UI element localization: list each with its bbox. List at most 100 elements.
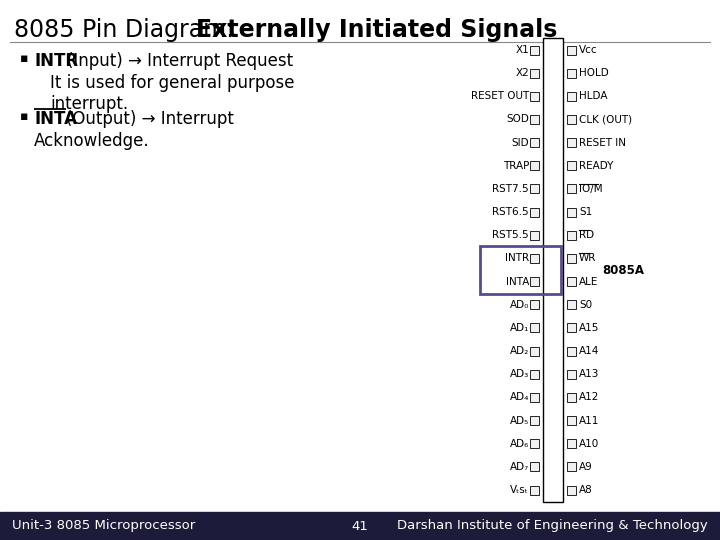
Text: Darshan Institute of Engineering & Technology: Darshan Institute of Engineering & Techn… [397, 519, 708, 532]
Bar [530, 439, 539, 448]
Bar [530, 300, 539, 309]
Text: A10: A10 [579, 438, 599, 449]
Text: RST5.5: RST5.5 [492, 230, 529, 240]
Text: ▪: ▪ [20, 52, 29, 65]
Text: interrupt.: interrupt. [50, 95, 128, 113]
Text: SOD: SOD [506, 114, 529, 125]
Bar [530, 231, 539, 240]
Text: HLDA: HLDA [579, 91, 608, 102]
Text: 32: 32 [551, 230, 564, 240]
Text: 18: 18 [542, 438, 555, 449]
Bar [567, 439, 576, 448]
Text: 27: 27 [551, 346, 564, 356]
Text: X1: X1 [516, 45, 529, 55]
Text: AD₆: AD₆ [510, 438, 529, 449]
Text: S0: S0 [579, 300, 592, 310]
Bar [567, 323, 576, 333]
Text: 5: 5 [542, 138, 549, 147]
Text: AD₇: AD₇ [510, 462, 529, 472]
Text: 30: 30 [551, 276, 564, 287]
Text: A15: A15 [579, 323, 599, 333]
Text: 8: 8 [542, 207, 549, 217]
Text: 15: 15 [542, 369, 555, 379]
Bar [530, 69, 539, 78]
Text: 28: 28 [551, 323, 564, 333]
Text: 7: 7 [542, 184, 549, 194]
Text: 21: 21 [551, 485, 564, 495]
Bar [567, 185, 576, 193]
Text: A13: A13 [579, 369, 599, 379]
Text: CLK (OUT): CLK (OUT) [579, 114, 632, 125]
Bar [530, 347, 539, 355]
Bar [530, 462, 539, 471]
Bar [530, 92, 539, 101]
Text: INTA: INTA [505, 276, 529, 287]
Text: 9: 9 [542, 230, 549, 240]
Text: 25: 25 [551, 393, 564, 402]
Bar [567, 69, 576, 78]
Text: Vₜsₜ: Vₜsₜ [510, 485, 529, 495]
Bar [530, 393, 539, 402]
Text: 12: 12 [542, 300, 555, 310]
Text: A8: A8 [579, 485, 593, 495]
Text: 35: 35 [551, 161, 564, 171]
Text: Unit-3 8085 Microprocessor: Unit-3 8085 Microprocessor [12, 519, 195, 532]
Bar [567, 138, 576, 147]
Text: 17: 17 [542, 415, 555, 426]
Bar [530, 370, 539, 379]
Bar [567, 277, 576, 286]
Bar [567, 300, 576, 309]
Bar [567, 45, 576, 55]
Text: RESET IN: RESET IN [579, 138, 626, 147]
Text: 24: 24 [551, 415, 564, 426]
Text: TRAP: TRAP [503, 161, 529, 171]
Text: ALE: ALE [579, 276, 598, 287]
Text: 39: 39 [551, 68, 564, 78]
Text: 40: 40 [551, 45, 564, 55]
Bar [567, 207, 576, 217]
Text: 8085 Pin Diagram:: 8085 Pin Diagram: [14, 18, 241, 42]
Text: 31: 31 [551, 253, 564, 264]
Text: HOLD: HOLD [579, 68, 608, 78]
Text: 6: 6 [542, 161, 549, 171]
Text: 38: 38 [551, 91, 564, 102]
Bar [530, 323, 539, 333]
Text: A11: A11 [579, 415, 599, 426]
Bar [567, 416, 576, 425]
Text: 22: 22 [551, 462, 564, 472]
Text: 33: 33 [551, 207, 564, 217]
Text: It is used for general purpose: It is used for general purpose [50, 74, 294, 92]
Text: S1: S1 [579, 207, 593, 217]
Bar [530, 207, 539, 217]
Bar [567, 254, 576, 263]
Bar [480, 246, 561, 294]
Bar [530, 485, 539, 495]
Text: WR: WR [579, 253, 596, 264]
Bar [530, 416, 539, 425]
Bar [543, 38, 563, 502]
Text: Externally Initiated Signals: Externally Initiated Signals [196, 18, 557, 42]
Text: RESET OUT: RESET OUT [471, 91, 529, 102]
Text: (Input) → Interrupt Request: (Input) → Interrupt Request [67, 52, 293, 70]
Text: SID: SID [511, 138, 529, 147]
Bar [530, 185, 539, 193]
Text: AD₂: AD₂ [510, 346, 529, 356]
Text: ▪: ▪ [20, 110, 29, 123]
Bar [530, 161, 539, 170]
Text: AD₀: AD₀ [510, 300, 529, 310]
Text: AD₅: AD₅ [510, 415, 529, 426]
Text: 41: 41 [351, 519, 369, 532]
Text: 16: 16 [542, 393, 555, 402]
Text: X2: X2 [516, 68, 529, 78]
Bar [567, 370, 576, 379]
Text: RST6.5: RST6.5 [492, 207, 529, 217]
Bar [530, 277, 539, 286]
Text: 13: 13 [542, 323, 555, 333]
Text: A9: A9 [579, 462, 593, 472]
Text: 37: 37 [551, 114, 564, 125]
Text: A12: A12 [579, 393, 599, 402]
Bar [567, 231, 576, 240]
Text: A14: A14 [579, 346, 599, 356]
Text: INTA: INTA [34, 110, 77, 128]
Text: RST7.5: RST7.5 [492, 184, 529, 194]
